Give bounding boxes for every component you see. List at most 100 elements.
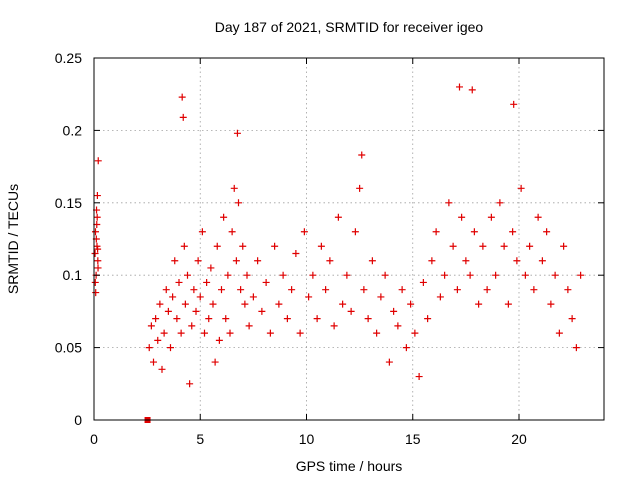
data-point-marker xyxy=(235,199,242,207)
data-point xyxy=(449,242,457,250)
data-point xyxy=(213,242,221,250)
data-point-marker xyxy=(526,242,534,250)
data-point xyxy=(154,336,162,344)
data-point xyxy=(390,307,398,315)
data-point-marker xyxy=(560,242,568,250)
data-point-marker xyxy=(93,192,101,200)
data-point xyxy=(305,293,313,301)
data-point xyxy=(564,286,572,294)
data-point-marker xyxy=(152,315,160,323)
data-point xyxy=(169,293,177,301)
data-point xyxy=(245,322,253,330)
data-point xyxy=(373,329,381,337)
data-point-marker xyxy=(186,380,194,388)
data-point xyxy=(233,129,241,137)
data-point-marker xyxy=(192,307,200,315)
data-point xyxy=(258,307,266,315)
data-point xyxy=(292,249,300,257)
data-point xyxy=(224,271,232,279)
data-point-marker xyxy=(184,271,191,279)
data-point xyxy=(158,365,166,373)
data-point xyxy=(445,199,453,207)
data-point-marker xyxy=(188,322,196,330)
data-point-marker xyxy=(351,228,359,236)
data-point-marker xyxy=(470,228,478,236)
x-tick-label: 0 xyxy=(90,431,98,447)
chart-title: Day 187 of 2021, SRMTID for receiver ige… xyxy=(215,19,484,35)
data-point-marker xyxy=(154,336,162,344)
data-point-marker xyxy=(483,286,491,294)
data-point-marker xyxy=(300,228,308,236)
data-point xyxy=(201,329,208,337)
data-point-marker xyxy=(228,228,236,236)
data-point-marker xyxy=(381,271,389,279)
data-point xyxy=(547,300,555,308)
data-point-marker xyxy=(334,213,342,221)
data-point-marker xyxy=(198,228,206,236)
data-point xyxy=(394,322,402,330)
data-point xyxy=(468,86,476,94)
data-point-marker xyxy=(568,315,576,323)
data-point xyxy=(190,286,198,294)
data-point xyxy=(254,257,262,265)
y-tick-label: 0.05 xyxy=(55,340,82,356)
data-point xyxy=(275,300,283,308)
y-tick-label: 0.2 xyxy=(63,122,83,138)
data-point-marker xyxy=(479,242,487,250)
data-point xyxy=(91,278,99,286)
data-point xyxy=(555,329,563,337)
data-point xyxy=(181,300,189,308)
data-point-marker xyxy=(215,336,223,344)
data-point xyxy=(184,271,191,279)
data-point xyxy=(415,373,423,381)
data-point-marker xyxy=(309,271,317,279)
data-point xyxy=(521,271,529,279)
data-point-marker xyxy=(534,213,542,221)
data-point-marker xyxy=(162,286,170,294)
data-point-marker xyxy=(419,278,427,286)
data-point xyxy=(228,228,236,236)
data-point xyxy=(577,271,585,279)
data-point-marker xyxy=(180,242,188,250)
data-point xyxy=(368,257,376,265)
y-tick-label: 0.15 xyxy=(55,195,82,211)
data-point-marker xyxy=(445,199,453,207)
data-point-marker xyxy=(230,184,238,192)
data-point xyxy=(192,307,200,315)
data-point-marker xyxy=(145,344,153,352)
data-point xyxy=(432,228,440,236)
data-point xyxy=(462,257,470,265)
data-point-marker xyxy=(222,315,230,323)
data-point-marker xyxy=(394,322,402,330)
data-point xyxy=(330,322,338,330)
data-point xyxy=(358,151,366,159)
data-point-marker xyxy=(173,315,181,323)
data-point-marker xyxy=(241,300,249,308)
data-point xyxy=(504,300,512,308)
x-tick-label: 20 xyxy=(511,431,527,447)
data-point-marker xyxy=(266,329,274,337)
data-point xyxy=(364,315,372,323)
data-point xyxy=(177,329,185,337)
data-point-marker xyxy=(358,151,366,159)
y-tick-label: 0.1 xyxy=(63,267,83,283)
data-point-marker xyxy=(211,358,219,366)
data-point xyxy=(334,213,342,221)
data-point-marker xyxy=(339,300,347,308)
data-point-marker xyxy=(171,257,179,265)
data-point xyxy=(381,271,389,279)
data-point xyxy=(94,157,102,165)
data-point-marker xyxy=(196,293,204,301)
data-point xyxy=(402,344,410,352)
data-point-marker xyxy=(509,228,517,236)
data-point-marker xyxy=(402,344,410,352)
data-point xyxy=(160,329,168,337)
data-point xyxy=(91,228,99,236)
data-point xyxy=(237,286,245,294)
data-point xyxy=(209,300,217,308)
data-point-marker xyxy=(178,93,186,101)
data-point-marker xyxy=(94,264,102,272)
data-point xyxy=(424,315,432,323)
data-point xyxy=(279,271,287,279)
x-tick-label: 5 xyxy=(196,431,204,447)
